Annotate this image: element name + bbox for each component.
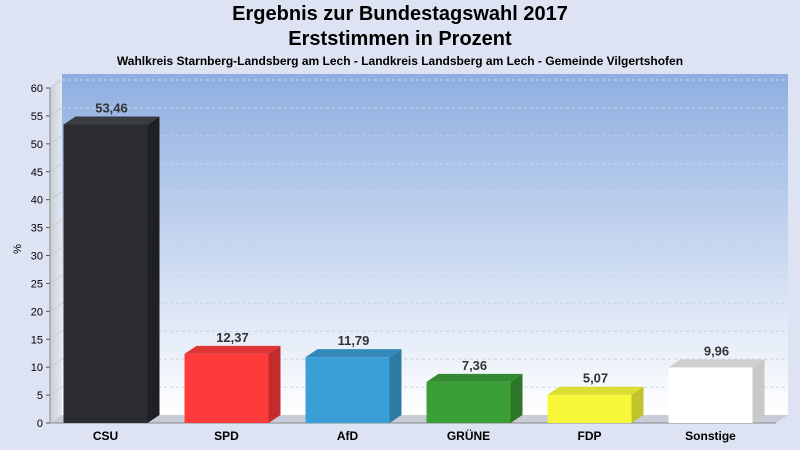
bar-side <box>510 373 523 423</box>
y-tick-label: 0 <box>37 418 43 430</box>
chart-title-line-2: Erststimmen in Prozent <box>288 28 512 50</box>
bar-side <box>752 359 765 423</box>
data-label: 9,96 <box>704 343 729 358</box>
bar-top <box>63 116 160 125</box>
y-tick-label: 50 <box>31 139 43 151</box>
plot-background <box>62 74 788 415</box>
bar-top <box>184 345 281 354</box>
data-label: 11,79 <box>338 333 370 348</box>
y-tick-label: 25 <box>31 278 43 290</box>
y-tick-label: 15 <box>31 334 43 346</box>
y-tick-label: 45 <box>31 167 43 179</box>
chart-subtitle: Wahlkreis Starnberg-Landsberg am Lech - … <box>116 54 684 68</box>
y-tick-label: 30 <box>31 251 43 263</box>
y-tick-label: 20 <box>31 306 43 318</box>
x-tick-label: SPD <box>214 429 239 443</box>
y-tick-label: 55 <box>31 111 43 123</box>
x-tick-label: CSU <box>93 429 118 443</box>
gridline-wall <box>49 275 63 284</box>
bar-top <box>668 359 765 368</box>
gridline-wall <box>49 135 63 145</box>
bar-top <box>305 349 402 358</box>
bar-top <box>426 373 523 382</box>
gridline-wall <box>49 191 63 201</box>
gridline-wall <box>49 219 63 228</box>
y-tick-label: 10 <box>31 362 43 374</box>
bar-top <box>547 386 644 395</box>
x-tick-label: AfD <box>337 429 359 443</box>
y-tick-label: 35 <box>31 223 43 235</box>
gridline-wall <box>49 358 63 368</box>
bar <box>547 394 632 423</box>
bar-side <box>268 345 281 423</box>
bar-side <box>389 349 402 423</box>
y-tick-label: 60 <box>31 83 43 95</box>
gridline-wall <box>49 386 63 396</box>
x-tick-label: FDP <box>578 429 602 443</box>
x-tick-label: Sonstige <box>685 429 736 443</box>
y-tick-label: 40 <box>31 195 43 207</box>
gridline-wall <box>49 302 63 312</box>
bar <box>668 367 753 423</box>
data-label: 53,46 <box>95 101 128 116</box>
chart-title: Ergebnis zur Bundestagswahl 2017 <box>232 3 568 25</box>
gridline-wall <box>49 79 63 89</box>
x-tick-label: GRÜNE <box>447 428 490 443</box>
bar <box>184 353 269 423</box>
bar-side <box>147 116 160 423</box>
gridline-wall <box>49 330 63 340</box>
data-label: 5,07 <box>583 371 608 386</box>
plot-left-wall <box>50 74 62 423</box>
gridline-wall <box>49 107 63 117</box>
data-label: 7,36 <box>462 358 487 373</box>
bar <box>63 124 148 423</box>
gridline-wall <box>49 163 63 173</box>
data-label: 12,37 <box>216 330 249 345</box>
bar-side <box>631 386 644 423</box>
bar <box>426 381 511 423</box>
y-axis-label: % <box>12 244 24 254</box>
y-tick-label: 5 <box>37 390 43 402</box>
gridline-wall <box>49 247 63 256</box>
bar <box>305 357 390 423</box>
